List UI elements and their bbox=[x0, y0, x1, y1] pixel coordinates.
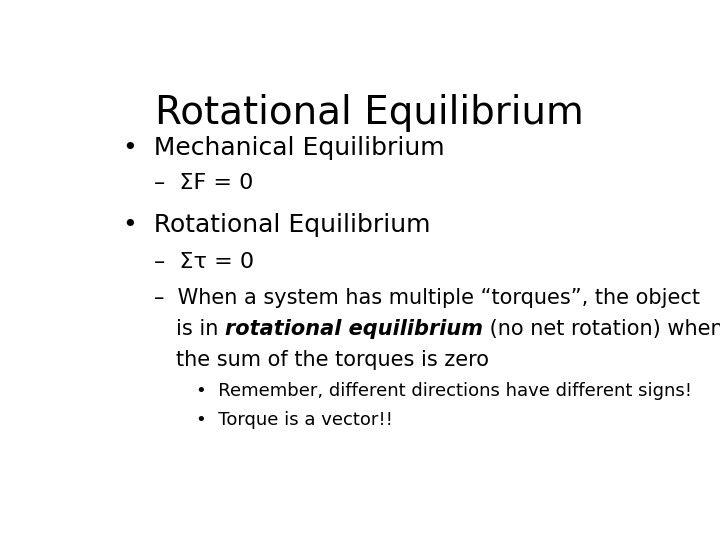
Text: rotational equilibrium: rotational equilibrium bbox=[225, 319, 484, 339]
Text: –  ΣF = 0: – ΣF = 0 bbox=[154, 173, 253, 193]
Text: –  Στ = 0: – Στ = 0 bbox=[154, 252, 254, 272]
Text: the sum of the torques is zero: the sum of the torques is zero bbox=[176, 350, 490, 370]
Text: (no net rotation) when: (no net rotation) when bbox=[484, 319, 720, 339]
Text: •  Rotational Equilibrium: • Rotational Equilibrium bbox=[124, 213, 431, 237]
Text: –  When a system has multiple “torques”, the object: – When a system has multiple “torques”, … bbox=[154, 288, 700, 308]
Text: is in: is in bbox=[176, 319, 225, 339]
Text: •  Torque is a vector!!: • Torque is a vector!! bbox=[196, 411, 393, 429]
Text: •  Mechanical Equilibrium: • Mechanical Equilibrium bbox=[124, 136, 445, 160]
Text: Rotational Equilibrium: Rotational Equilibrium bbox=[155, 94, 583, 132]
Text: •  Remember, different directions have different signs!: • Remember, different directions have di… bbox=[196, 382, 692, 400]
